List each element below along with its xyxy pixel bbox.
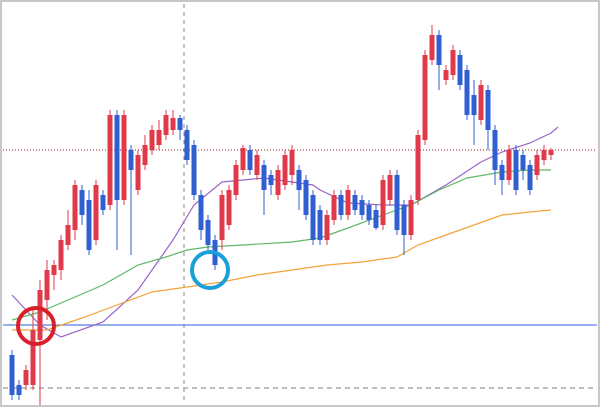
candle-body [233, 165, 239, 195]
candle-body [30, 330, 36, 385]
candle-body [534, 155, 540, 175]
candle-body [380, 180, 386, 225]
candle-body [478, 85, 484, 120]
candle-body [443, 70, 449, 80]
candle-body [184, 130, 190, 160]
candle-body [373, 210, 379, 228]
moving-average [12, 209, 552, 331]
candle-body [72, 185, 78, 230]
candle-body [499, 165, 505, 180]
candle-body [177, 118, 183, 130]
plot-area [3, 25, 597, 405]
candle-body [513, 150, 519, 190]
candle-body [303, 180, 309, 215]
candle-body [471, 95, 477, 115]
candle-body [275, 170, 281, 195]
candle-body [366, 205, 372, 220]
candle-body [51, 265, 57, 275]
candle-body [79, 190, 85, 215]
candle-body [415, 135, 421, 200]
candle-body [387, 175, 393, 200]
candle-body [240, 148, 246, 170]
candle-body [548, 150, 554, 155]
candle-body [527, 165, 533, 190]
candle-body [408, 200, 414, 235]
moving-average [11, 169, 551, 321]
candle-body [394, 175, 400, 230]
candle-body [331, 195, 337, 220]
candle-body [296, 170, 302, 190]
candle-body [219, 195, 225, 240]
candle-body [198, 195, 204, 230]
candle-body [170, 118, 176, 130]
candle-body [429, 35, 435, 60]
candle-body [107, 115, 113, 205]
candle-body [436, 35, 442, 65]
candle-body [317, 210, 323, 240]
candle-body [226, 190, 232, 225]
candle-body [23, 370, 29, 385]
candle-body [142, 145, 148, 165]
candle-body [121, 115, 127, 200]
moving-average [11, 126, 559, 338]
candle-body [16, 385, 22, 395]
candle-body [191, 145, 197, 195]
candle-body [135, 155, 141, 190]
candle-body [254, 155, 260, 175]
candle-body [86, 200, 92, 250]
candle-body [163, 115, 169, 135]
candle-body [93, 185, 99, 240]
candle-body [9, 355, 15, 395]
candle-body [205, 220, 211, 245]
candle-body [457, 55, 463, 85]
candle-body [422, 55, 428, 140]
candle-body [541, 150, 547, 160]
candle-body [520, 155, 526, 170]
candle-body [114, 115, 120, 200]
candle-body [359, 200, 365, 215]
candle-body [338, 195, 344, 215]
candle-body [65, 225, 71, 245]
candle-body [492, 130, 498, 170]
candle-body [247, 150, 253, 170]
candle-body [268, 175, 274, 185]
candle-body [345, 190, 351, 215]
candle-body [149, 130, 155, 150]
candle-body [485, 90, 491, 130]
candle-body [310, 195, 316, 240]
candle-body [37, 290, 43, 340]
candle-body [156, 130, 162, 145]
candle-body [506, 150, 512, 180]
candle-body [450, 50, 456, 75]
highlight-circle [190, 250, 230, 290]
candle-body [282, 155, 288, 185]
candle-body [44, 270, 50, 300]
candle-body [128, 150, 134, 170]
candle-body [352, 195, 358, 210]
candle-body [324, 215, 330, 240]
candle-body [464, 70, 470, 115]
candle-body [289, 150, 295, 175]
candle-body [58, 240, 64, 270]
candle-body [261, 165, 267, 190]
candle-body [401, 205, 407, 235]
highlight-circle [16, 306, 56, 346]
candle-body [100, 195, 106, 210]
